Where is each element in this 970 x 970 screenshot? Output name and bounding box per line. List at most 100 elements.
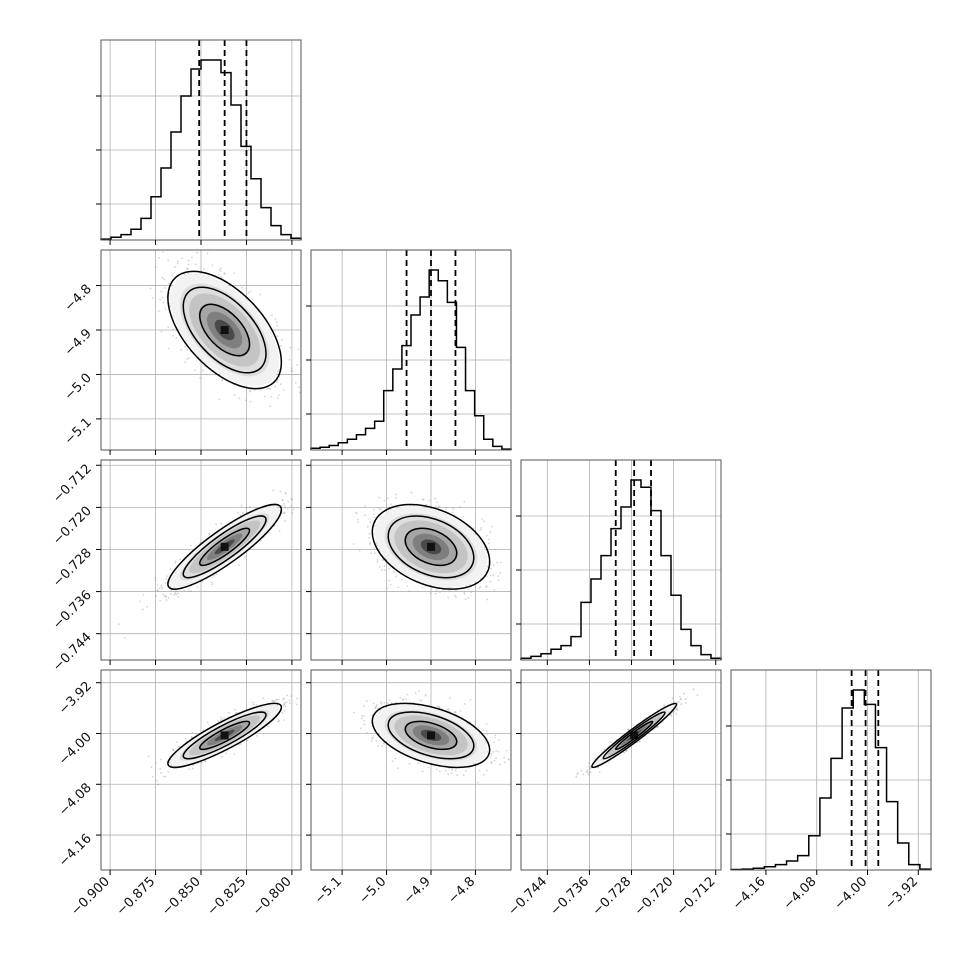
histogram-step	[100, 59, 302, 240]
scatter-point	[174, 592, 177, 595]
scatter-point	[364, 504, 367, 507]
scatter-point	[236, 511, 239, 514]
contour-line	[371, 503, 491, 590]
scatter-point	[490, 525, 493, 528]
y-tick-label: −0.744	[50, 630, 95, 675]
scatter-point	[472, 527, 475, 530]
scatter-point	[160, 584, 163, 587]
scatter-point	[169, 305, 172, 308]
scatter-point	[290, 505, 292, 508]
scatter-point	[177, 745, 180, 748]
scatter-point	[168, 292, 171, 295]
scatter-point	[238, 564, 240, 566]
scatter-point	[268, 387, 270, 390]
y-tick-label: −0.728	[50, 546, 95, 591]
scatter-point	[488, 538, 490, 541]
contour-line	[167, 503, 283, 590]
scatter-point	[373, 525, 376, 527]
scatter-point	[373, 552, 376, 555]
scatter-point	[400, 578, 403, 581]
scatter-point	[255, 704, 258, 706]
scatter-point	[356, 518, 359, 521]
scatter-point	[278, 719, 281, 722]
scatter-point	[184, 361, 187, 364]
scatter-point	[160, 586, 163, 589]
scatter-point	[282, 388, 285, 391]
scatter-point	[421, 498, 424, 501]
scatter-point	[159, 767, 162, 770]
scatter-point	[434, 497, 436, 500]
scatter-point	[462, 515, 464, 518]
scatter-point	[288, 358, 291, 361]
scatter-point	[165, 599, 168, 601]
scatter-point	[304, 480, 306, 482]
scatter-point	[376, 544, 378, 547]
scatter-point	[284, 506, 286, 509]
scatter-point	[203, 268, 205, 271]
scatter-point	[147, 755, 150, 758]
scatter-point	[304, 713, 306, 715]
scatter-point	[183, 273, 186, 276]
density-peak	[220, 326, 229, 334]
y-tick-label: −4.9	[62, 326, 95, 359]
scatter-point	[270, 395, 273, 398]
scatter-point	[187, 590, 190, 593]
scatter-point	[372, 513, 375, 516]
contour-line	[182, 515, 267, 579]
scatter-point	[164, 582, 167, 585]
scatter-point	[267, 725, 270, 728]
scatter-point	[178, 558, 181, 561]
scatter-point	[383, 565, 386, 567]
scatter-point	[455, 589, 457, 592]
scatter-point	[156, 589, 159, 592]
scatter-point	[244, 399, 247, 402]
scatter-point	[218, 273, 220, 276]
scatter-point	[184, 737, 187, 740]
scatter-point	[470, 591, 473, 594]
scatter-point	[191, 256, 193, 259]
scatter-point	[269, 405, 272, 408]
scatter-point	[277, 720, 280, 723]
scatter-point	[497, 579, 500, 582]
scatter-point	[169, 586, 172, 588]
scatter-point	[276, 699, 279, 701]
scatter-point	[255, 734, 258, 737]
scatter-point	[275, 381, 278, 383]
scatter-point	[489, 531, 492, 533]
scatter-point	[260, 389, 262, 392]
scatter-point	[142, 593, 145, 596]
scatter-point	[428, 499, 431, 502]
scatter-point	[208, 532, 211, 535]
scatter-point	[489, 574, 492, 577]
scatter-point	[167, 771, 170, 773]
scatter-point	[439, 591, 441, 594]
scatter-point	[485, 584, 488, 587]
scatter-point	[288, 699, 291, 702]
scatter-point	[376, 560, 379, 563]
scatter-point	[290, 369, 293, 372]
scatter-point	[186, 358, 188, 360]
scatter-point	[234, 708, 237, 711]
scatter-point	[358, 549, 361, 552]
x-tick-label: −3.92	[882, 874, 921, 913]
scatter-point	[298, 386, 300, 388]
scatter-point	[357, 521, 359, 523]
scatter-point	[435, 592, 437, 595]
contour-line	[387, 515, 475, 579]
scatter-point	[373, 516, 376, 519]
scatter-point	[194, 369, 196, 372]
scatter-point	[154, 266, 157, 269]
scatter-point	[464, 598, 467, 601]
density-peak	[220, 542, 229, 551]
scatter-point	[272, 489, 274, 491]
scatter-point	[269, 387, 272, 390]
scatter-point	[247, 291, 250, 294]
scatter-point	[285, 492, 287, 495]
scatter-point	[451, 511, 454, 514]
scatter-point	[288, 702, 291, 705]
scatter-point	[244, 555, 247, 558]
scatter-point	[280, 504, 283, 507]
scatter-point	[213, 574, 215, 577]
scatter-point	[436, 501, 439, 503]
scatter-point	[245, 506, 248, 509]
